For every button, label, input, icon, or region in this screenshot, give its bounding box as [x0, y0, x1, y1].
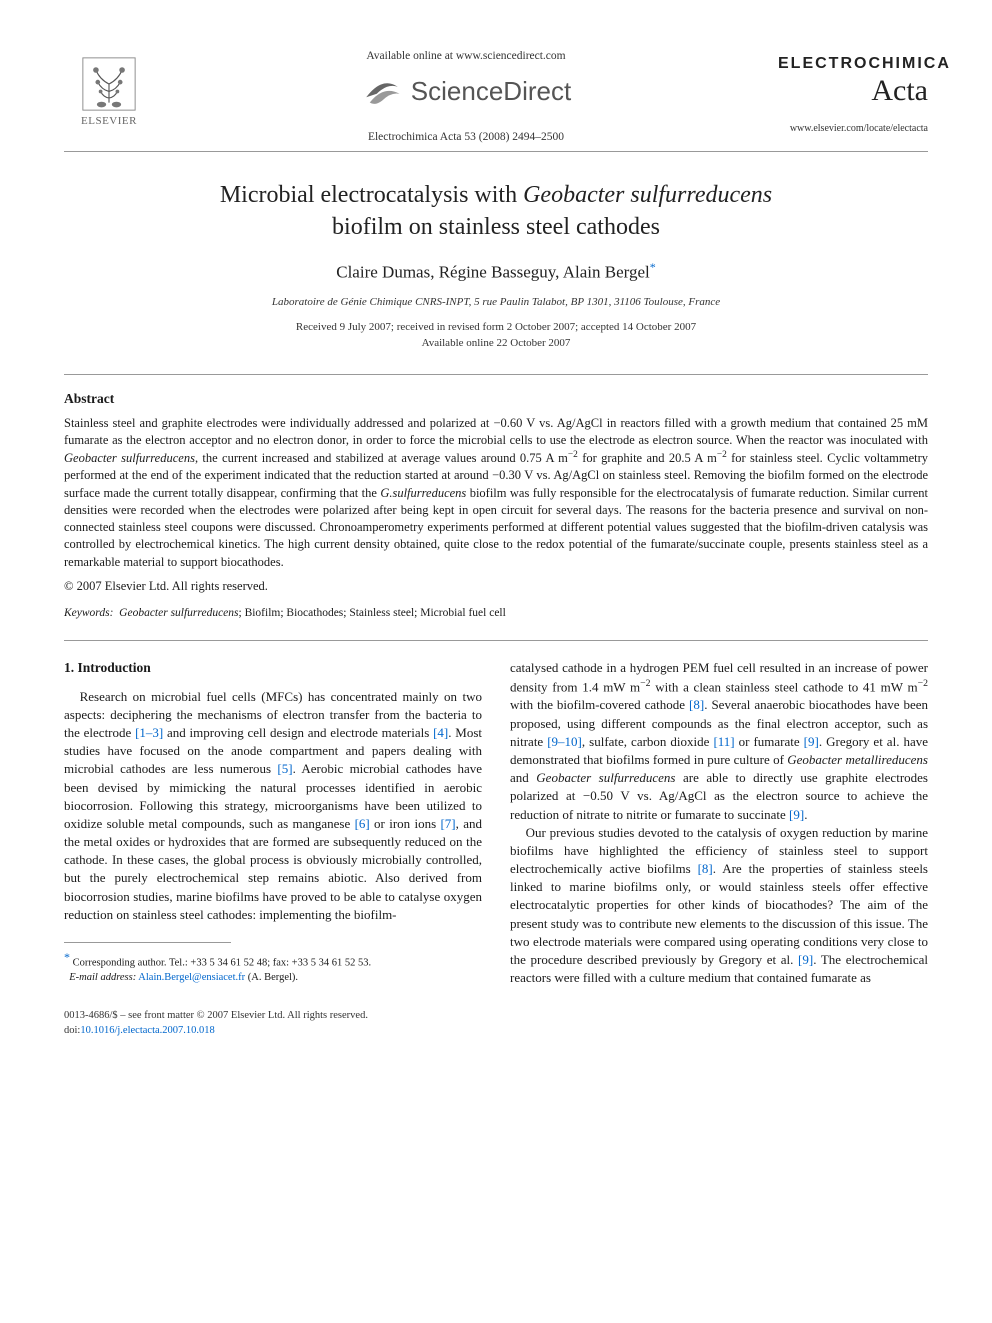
available-online-line: Available online at www.sciencedirect.co…: [166, 48, 766, 65]
abstract-text: Stainless steel and graphite electrodes …: [64, 415, 928, 571]
footnote-star-icon: *: [64, 950, 70, 964]
journal-title-block: ELECTROCHIMICA Acta www.elsevier.com/loc…: [778, 48, 928, 137]
publisher-header: ELSEVIER Available online at www.science…: [64, 48, 928, 145]
footnote-rule: [64, 942, 231, 943]
keywords-list: Geobacter sulfurreducens; Biofilm; Bioca…: [119, 607, 506, 619]
elsevier-logo-block: ELSEVIER: [64, 48, 154, 130]
title-species: Geobacter sulfurreducens: [523, 182, 772, 208]
authors: Claire Dumas, Régine Basseguy, Alain Ber…: [64, 259, 928, 285]
journal-name-line2: Acta: [778, 77, 928, 104]
title-rule: [64, 374, 928, 375]
footnote-email-label: E-mail address:: [69, 972, 136, 983]
elsevier-label: ELSEVIER: [81, 114, 137, 130]
affiliation: Laboratoire de Génie Chimique CNRS-INPT,…: [64, 295, 928, 311]
title-block: Microbial electrocatalysis with Geobacte…: [64, 180, 928, 352]
paper-title: Microbial electrocatalysis with Geobacte…: [64, 180, 928, 242]
title-pre: Microbial electrocatalysis with: [220, 182, 523, 208]
doi-label: doi:: [64, 1025, 80, 1036]
intro-para-1a: Research on microbial fuel cells (MFCs) …: [64, 688, 482, 924]
footnote-email[interactable]: Alain.Bergel@ensiacet.fr: [138, 972, 245, 983]
center-header: Available online at www.sciencedirect.co…: [154, 48, 778, 145]
sciencedirect-logo: ScienceDirect: [361, 71, 571, 113]
footnote-email-suffix: (A. Bergel).: [248, 972, 298, 983]
copyright-line: © 2007 Elsevier Ltd. All rights reserved…: [64, 577, 928, 595]
intro-para-1b: catalysed cathode in a hydrogen PEM fuel…: [510, 659, 928, 824]
corresponding-footnote: * Corresponding author. Tel.: +33 5 34 6…: [64, 949, 482, 986]
elsevier-tree-icon: [81, 56, 137, 112]
page-footer: 0013-4686/$ – see front matter © 2007 El…: [64, 1009, 928, 1038]
journal-citation: Electrochimica Acta 53 (2008) 2494–2500: [166, 129, 766, 146]
abstract-block: Abstract Stainless steel and graphite el…: [64, 389, 928, 595]
keywords-block: Keywords: Geobacter sulfurreducens; Biof…: [64, 605, 928, 622]
header-rule: [64, 151, 928, 152]
footnote-corr: Corresponding author. Tel.: +33 5 34 61 …: [73, 958, 371, 969]
journal-name-line1: ELECTROCHIMICA: [778, 52, 928, 75]
corresponding-star-icon: *: [650, 260, 656, 274]
body-columns: 1. Introduction Research on microbial fu…: [64, 659, 928, 988]
journal-url: www.elsevier.com/locate/electacta: [778, 122, 928, 137]
issn-line: 0013-4686/$ – see front matter © 2007 El…: [64, 1009, 928, 1024]
abstract-heading: Abstract: [64, 389, 928, 409]
sciencedirect-text: ScienceDirect: [411, 73, 571, 111]
sciencedirect-swoosh-icon: [361, 71, 403, 113]
keywords-label: Keywords:: [64, 607, 113, 619]
title-line2: biofilm on stainless steel cathodes: [332, 214, 660, 240]
dates-line2: Available online 22 October 2007: [64, 335, 928, 352]
intro-para-2: Our previous studies devoted to the cata…: [510, 824, 928, 988]
doi-link[interactable]: 10.1016/j.electacta.2007.10.018: [80, 1025, 214, 1036]
dates-line1: Received 9 July 2007; received in revise…: [64, 319, 928, 336]
intro-heading: 1. Introduction: [64, 659, 482, 678]
article-dates: Received 9 July 2007; received in revise…: [64, 319, 928, 352]
